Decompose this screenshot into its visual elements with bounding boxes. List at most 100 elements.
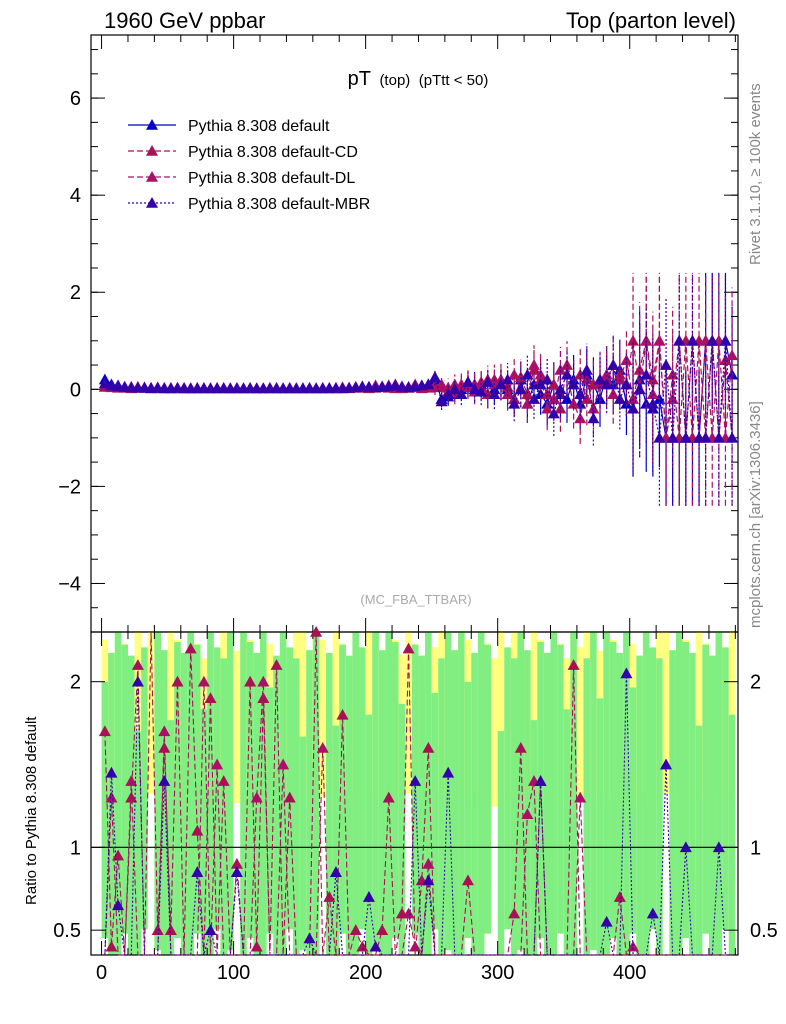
ratio-band-green: [359, 647, 366, 930]
ratio-band-green: [286, 647, 294, 930]
ratio-band-green: [715, 632, 723, 955]
ratio-band-green: [722, 647, 729, 930]
ratio-band-yellow: [405, 632, 412, 794]
ratio-marker: [112, 849, 125, 861]
ratio-marker: [521, 808, 534, 820]
ratio-marker: [131, 675, 144, 687]
ratio-band-green: [134, 731, 142, 955]
ratio-band-green: [345, 655, 353, 955]
main-marker: [554, 383, 567, 395]
ratio-band-green: [702, 644, 709, 934]
main-marker: [587, 412, 600, 424]
ratio-marker: [660, 758, 673, 770]
ratio-ytick-label-right: 0.5: [750, 920, 778, 942]
ratio-band-green: [695, 725, 703, 955]
legend-marker: [146, 119, 158, 130]
ratio-band-green: [372, 632, 379, 951]
ratio-marker: [382, 791, 395, 803]
ratio-band-green: [260, 632, 267, 955]
ratio-band-green: [623, 632, 630, 955]
ratio-band-yellow: [497, 632, 505, 794]
ratio-band-green: [708, 655, 716, 955]
main-marker: [633, 363, 646, 375]
ratio-marker: [461, 874, 474, 886]
main-marker: [699, 431, 712, 443]
main-marker: [613, 393, 626, 404]
ratio-marker: [112, 899, 125, 911]
main-marker: [594, 373, 607, 385]
ratio-band-green: [306, 650, 313, 955]
main-marker: [653, 334, 666, 346]
ratio-band-yellow: [299, 632, 307, 794]
ratio-band-green: [510, 658, 518, 955]
ratio-band-green: [293, 658, 300, 955]
main-marker: [666, 431, 679, 443]
ratio-marker: [442, 766, 455, 778]
main-marker: [541, 373, 554, 385]
ratio-series-1: [104, 675, 733, 957]
legend-label: Pythia 8.308 default-CD: [188, 144, 358, 161]
ratio-band-green: [378, 650, 386, 955]
ratio-marker: [534, 775, 547, 786]
ratio-band-green: [458, 632, 465, 955]
main-ytick-label: −4: [58, 573, 81, 595]
legend-label: Pythia 8.308 default: [188, 118, 330, 135]
main-marker: [679, 431, 692, 443]
main-marker: [580, 363, 593, 375]
ratio-band-green: [187, 632, 194, 955]
ratio-marker: [376, 924, 389, 935]
ratio-marker: [230, 866, 243, 877]
ratio-band-green: [213, 647, 221, 930]
ratio-band-green: [121, 644, 128, 934]
main-marker: [620, 378, 633, 390]
ratio-band-green: [193, 644, 201, 934]
ratio-band-green: [682, 642, 690, 939]
ratio-marker: [105, 940, 118, 952]
ratio-band-green: [200, 709, 208, 955]
ratio-marker: [316, 741, 329, 753]
ratio-band-green: [127, 655, 135, 955]
main-ytick-label: 2: [70, 282, 81, 304]
ratio-band-green: [392, 642, 399, 939]
ratio-band-green: [273, 655, 280, 955]
main-marker: [455, 388, 468, 399]
header-right: Top (parton level): [566, 8, 736, 33]
ratio-band-green: [524, 650, 531, 955]
main-marker: [567, 378, 580, 390]
main-ytick-label: 4: [70, 185, 81, 207]
ratio-marker: [125, 791, 138, 803]
ratio-band-green: [180, 652, 188, 955]
ratio-band-green: [220, 658, 228, 955]
ratio-band-green: [728, 714, 736, 955]
ratio-band-green: [590, 632, 597, 951]
ratio-band-green: [438, 658, 445, 955]
ratio-ytick-label: 0.5: [53, 920, 81, 942]
ratio-band-green: [411, 644, 419, 934]
ratio-marker: [125, 775, 138, 786]
ratio-bands: [101, 632, 736, 955]
ratio-marker: [349, 924, 362, 935]
ratio-band-green: [596, 698, 604, 955]
ratio-band-yellow: [365, 632, 373, 794]
main-marker: [646, 388, 659, 399]
ratio-band-green: [550, 632, 558, 955]
ratio-marker: [356, 940, 369, 952]
main-marker: [633, 383, 646, 395]
ratio-band-green: [154, 632, 161, 951]
ratio-band-green: [517, 632, 525, 951]
ratio-band-green: [464, 682, 472, 939]
ratio-xtick-label: 100: [217, 962, 250, 984]
ratio-xtick-label: 300: [481, 962, 514, 984]
main-marker: [574, 388, 587, 399]
header-left: 1960 GeV ppbar: [104, 8, 265, 33]
ratio-series-line: [104, 673, 733, 956]
ratio-band-green: [312, 632, 320, 955]
ratio-band-green: [563, 709, 571, 955]
legend-marker: [146, 197, 158, 208]
main-marker: [673, 334, 686, 346]
ratio-marker: [627, 940, 640, 952]
ratio-band-green: [570, 632, 577, 955]
ratio-marker: [277, 758, 290, 770]
